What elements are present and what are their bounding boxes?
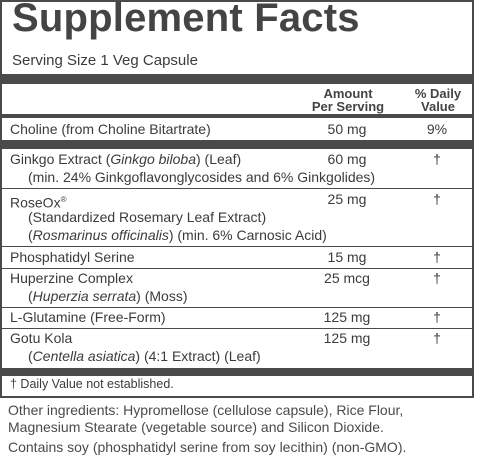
huperzine-detail-open: ( xyxy=(28,288,33,304)
contains-statement: Contains soy (phosphatidyl serine from s… xyxy=(8,439,407,455)
ginkgo-name-a: Ginkgo Extract ( xyxy=(10,151,111,167)
ginkgo-name-b: ) (Leaf) xyxy=(196,151,242,167)
gotu-kola-detail-open: ( xyxy=(28,348,33,364)
daily-header-line1: % Daily xyxy=(414,86,462,101)
row-name-phosphatidyl-serine: Phosphatidyl Serine xyxy=(10,249,135,265)
row-name-ginkgo: Ginkgo Extract (Ginkgo biloba) (Leaf) xyxy=(10,151,241,168)
registered-mark: ® xyxy=(60,195,67,204)
amount-header: Amount Per Serving xyxy=(292,87,404,113)
huperzine-detail-rest: ) (Moss) xyxy=(136,288,188,304)
row-divider xyxy=(2,328,472,329)
panel-title: Supplement Facts xyxy=(12,0,360,40)
ginkgo-latin: Ginkgo biloba xyxy=(110,151,196,167)
huperzine-latin: Huperzia serrata xyxy=(32,288,137,304)
thick-divider-top xyxy=(2,74,472,84)
medium-divider xyxy=(2,114,472,118)
row-amount-roseox: 25 mg xyxy=(327,191,367,207)
row-dv-phosphatidyl-serine: † xyxy=(433,249,441,265)
row-dv-choline: 9% xyxy=(426,121,448,137)
row-amount-l-glutamine: 125 mg xyxy=(323,309,371,325)
gotu-kola-latin: Centella asiatica xyxy=(32,348,136,364)
row-amount-huperzine: 25 mcg xyxy=(324,270,370,286)
row-amount-ginkgo: 60 mg xyxy=(327,151,367,167)
row-amount-choline: 50 mg xyxy=(327,121,367,137)
row-detail-roseox-2: (Rosmarinus officinalis) (min. 6% Carnos… xyxy=(28,227,327,244)
row-dv-roseox: † xyxy=(433,191,441,207)
roseox-latin: Rosmarinus officinalis xyxy=(32,227,169,243)
daily-value-header: % Daily Value xyxy=(406,87,470,113)
serving-size: Serving Size 1 Veg Capsule xyxy=(12,52,198,69)
row-dv-ginkgo: † xyxy=(433,151,441,167)
row-dv-l-glutamine: † xyxy=(433,309,441,325)
row-detail-huperzine: (Huperzia serrata) (Moss) xyxy=(28,288,188,305)
row-dv-huperzine: † xyxy=(433,270,441,286)
row-name-roseox: RoseOx® xyxy=(10,191,66,212)
row-detail-roseox-1: (Standardized Rosemary Leaf Extract) xyxy=(28,209,267,225)
gotu-kola-detail-rest: ) (4:1 Extract) (Leaf) xyxy=(135,348,261,364)
row-name-huperzine: Huperzine Complex xyxy=(10,270,133,286)
other-ingredients-line1: Other ingredients: Hypromellose (cellulo… xyxy=(8,402,404,418)
row-name-l-glutamine: L-Glutamine (Free-Form) xyxy=(10,309,166,325)
daily-header-line2: Value xyxy=(421,99,455,114)
row-name-choline: Choline (from Choline Bitartrate) xyxy=(10,121,211,137)
row-divider xyxy=(2,307,472,308)
supplement-facts-panel: Supplement Facts Serving Size 1 Veg Caps… xyxy=(0,0,474,398)
row-amount-phosphatidyl-serine: 15 mg xyxy=(327,249,367,265)
thick-divider-mid xyxy=(2,140,472,149)
amount-header-line2: Per Serving xyxy=(311,99,385,114)
other-ingredients-line2: Magnesium Stearate (vegetable source) an… xyxy=(8,419,384,435)
roseox-detail-rest: ) (min. 6% Carnosic Acid) xyxy=(168,227,327,243)
row-detail-gotu-kola: (Centella asiatica) (4:1 Extract) (Leaf) xyxy=(28,348,261,365)
row-amount-gotu-kola: 125 mg xyxy=(323,330,371,346)
footnote: † Daily Value not established. xyxy=(10,377,174,391)
row-divider xyxy=(2,268,472,269)
roseox-name: RoseOx xyxy=(10,194,61,211)
row-name-gotu-kola: Gotu Kola xyxy=(10,330,73,346)
roseox-detail-open: ( xyxy=(28,227,33,243)
row-divider xyxy=(2,188,472,189)
row-detail-ginkgo: (min. 24% Ginkgoflavonglycosides and 6% … xyxy=(28,169,376,185)
amount-header-line1: Amount xyxy=(323,86,373,101)
thick-divider-bottom xyxy=(2,368,472,376)
row-dv-gotu-kola: † xyxy=(433,330,441,346)
row-divider xyxy=(2,246,472,247)
